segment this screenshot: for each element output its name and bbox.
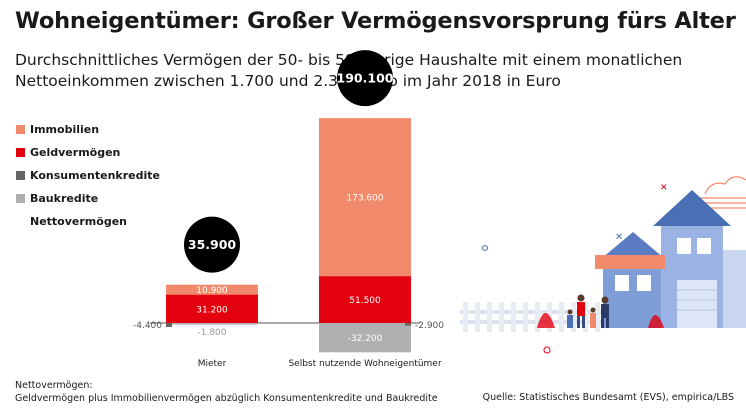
data-label-immobilien-1: 173.600 xyxy=(346,194,383,204)
legend-item-geldvermoegen: Geldvermögen xyxy=(16,141,160,164)
bush-icon-2 xyxy=(648,315,664,328)
net-total-label-1: 190.100 xyxy=(337,71,394,86)
family-icon xyxy=(567,294,609,328)
sparkle-icon: ✕ xyxy=(615,232,623,243)
footnote-text: Geldvermögen plus Immobilienvermögen abz… xyxy=(15,393,438,404)
legend-item-nettovermoegen: Nettovermögen xyxy=(16,210,160,233)
net-total-circle-1 xyxy=(337,50,393,107)
bar-konsumentenkredite-0 xyxy=(166,323,172,328)
bar-geldvermögen-1 xyxy=(319,276,411,323)
house-family-illustration: ✕ ✕ xyxy=(460,176,746,354)
house-icon xyxy=(595,190,746,328)
legend-label-konsumentenkredite: Konsumentenkredite xyxy=(30,169,160,182)
bar-immobilien-0 xyxy=(166,284,258,295)
bush-icon xyxy=(537,313,555,328)
data-label-geldvermögen-0: 31.200 xyxy=(196,305,228,315)
stacked-bar-chart: 31.200 10.900 -1.800 -4.400 35.900 Mieter 51.5… xyxy=(133,50,444,369)
legend-swatch-baukredite xyxy=(16,194,25,203)
bar-baukredite-0 xyxy=(166,323,258,325)
bar-konsumentenkredite-1 xyxy=(405,323,411,326)
data-label-baukredite-1: -32.200 xyxy=(348,334,383,344)
legend-swatch-immobilien xyxy=(16,125,25,134)
legend-item-konsumentenkredite: Konsumentenkredite xyxy=(16,164,160,187)
category-label-1: Selbst nutzende Wohneigentümer xyxy=(288,359,441,369)
source-note: Quelle: Statistisches Bundesamt (EVS), e… xyxy=(482,392,734,403)
sparkle-icon-2: ✕ xyxy=(660,183,668,193)
chart-title: Wohneigentümer: Großer Vermögensvorsprun… xyxy=(15,8,736,34)
data-label-konsumentenkredite-0: -4.400 xyxy=(133,321,162,331)
cloud-icon xyxy=(698,176,746,209)
legend-item-baukredite: Baukredite xyxy=(16,187,160,210)
legend-swatch-geldvermoegen xyxy=(16,148,25,157)
data-label-konsumentenkredite-1: -2.900 xyxy=(415,321,444,331)
legend-label-nettovermoegen: Nettovermögen xyxy=(30,215,127,228)
legend-label-immobilien: Immobilien xyxy=(30,123,100,136)
legend-item-immobilien: Immobilien xyxy=(16,118,160,141)
data-label-geldvermögen-1: 51.500 xyxy=(349,296,381,306)
footnote-title: Nettovermögen: xyxy=(15,380,93,391)
dot-icon xyxy=(543,346,551,354)
footnote: Nettovermögen: Geldvermögen plus Immobil… xyxy=(15,379,438,405)
dot-icon-2 xyxy=(482,245,488,251)
data-label-baukredite-0: -1.800 xyxy=(197,328,226,338)
bar-geldvermögen-0 xyxy=(166,294,258,323)
net-total-circle-0 xyxy=(184,216,240,273)
bar-baukredite-1 xyxy=(319,323,411,353)
net-total-label-0: 35.900 xyxy=(188,237,237,252)
legend: Immobilien Geldvermögen Konsumentenkredi… xyxy=(16,118,160,233)
bar-immobilien-1 xyxy=(319,118,411,277)
category-label-0: Mieter xyxy=(198,359,227,369)
legend-swatch-konsumentenkredite xyxy=(16,171,25,180)
legend-label-baukredite: Baukredite xyxy=(30,192,99,205)
legend-label-geldvermoegen: Geldvermögen xyxy=(30,146,121,159)
data-label-immobilien-0: 10.900 xyxy=(196,286,228,296)
